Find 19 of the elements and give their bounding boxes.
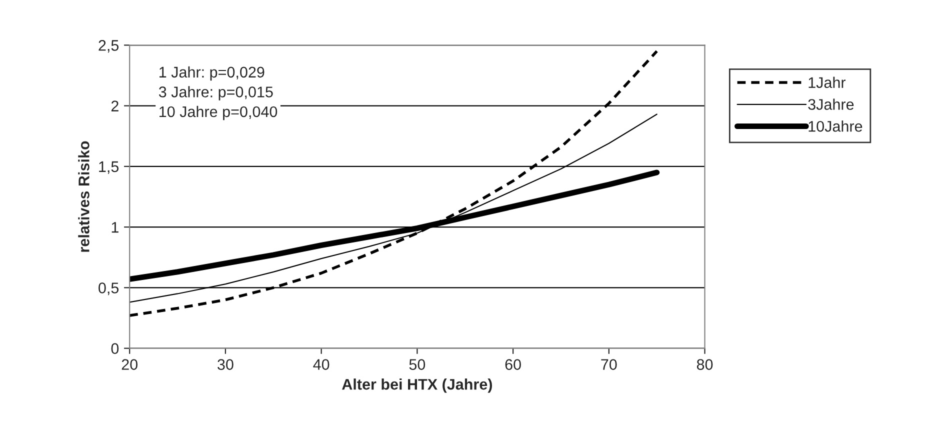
y-tick-label: 0 — [111, 343, 119, 354]
y-tick-label: 2,5 — [98, 40, 119, 53]
x-tick-label: 70 — [601, 359, 617, 370]
y-tick-label: 0,5 — [98, 282, 119, 296]
x-tick-label: 80 — [696, 359, 713, 370]
x-tick-label: 20 — [122, 359, 138, 370]
y-axis-title: relatives Risiko — [78, 141, 90, 252]
legend-label: 1Jahr — [808, 76, 846, 88]
legend-label: 10Jahre — [808, 120, 862, 132]
annotation: 1 Jahr: p=0,029 3 Jahre: p=0,015 10 Jahre p=0,040 — [158, 66, 278, 120]
x-tick-label: 40 — [313, 359, 330, 370]
y-tick-label: 2 — [111, 100, 118, 112]
x-tick-label: 30 — [218, 359, 234, 370]
y-tick-label: 1,5 — [99, 161, 119, 174]
x-tick-label: 60 — [505, 359, 521, 370]
legend-label: 3Jahre — [808, 98, 854, 110]
y-tick-label: 1 — [112, 222, 118, 233]
x-axis-title: Alter bei HTX (Jahre) — [342, 378, 492, 393]
x-tick-label: 50 — [409, 359, 426, 370]
